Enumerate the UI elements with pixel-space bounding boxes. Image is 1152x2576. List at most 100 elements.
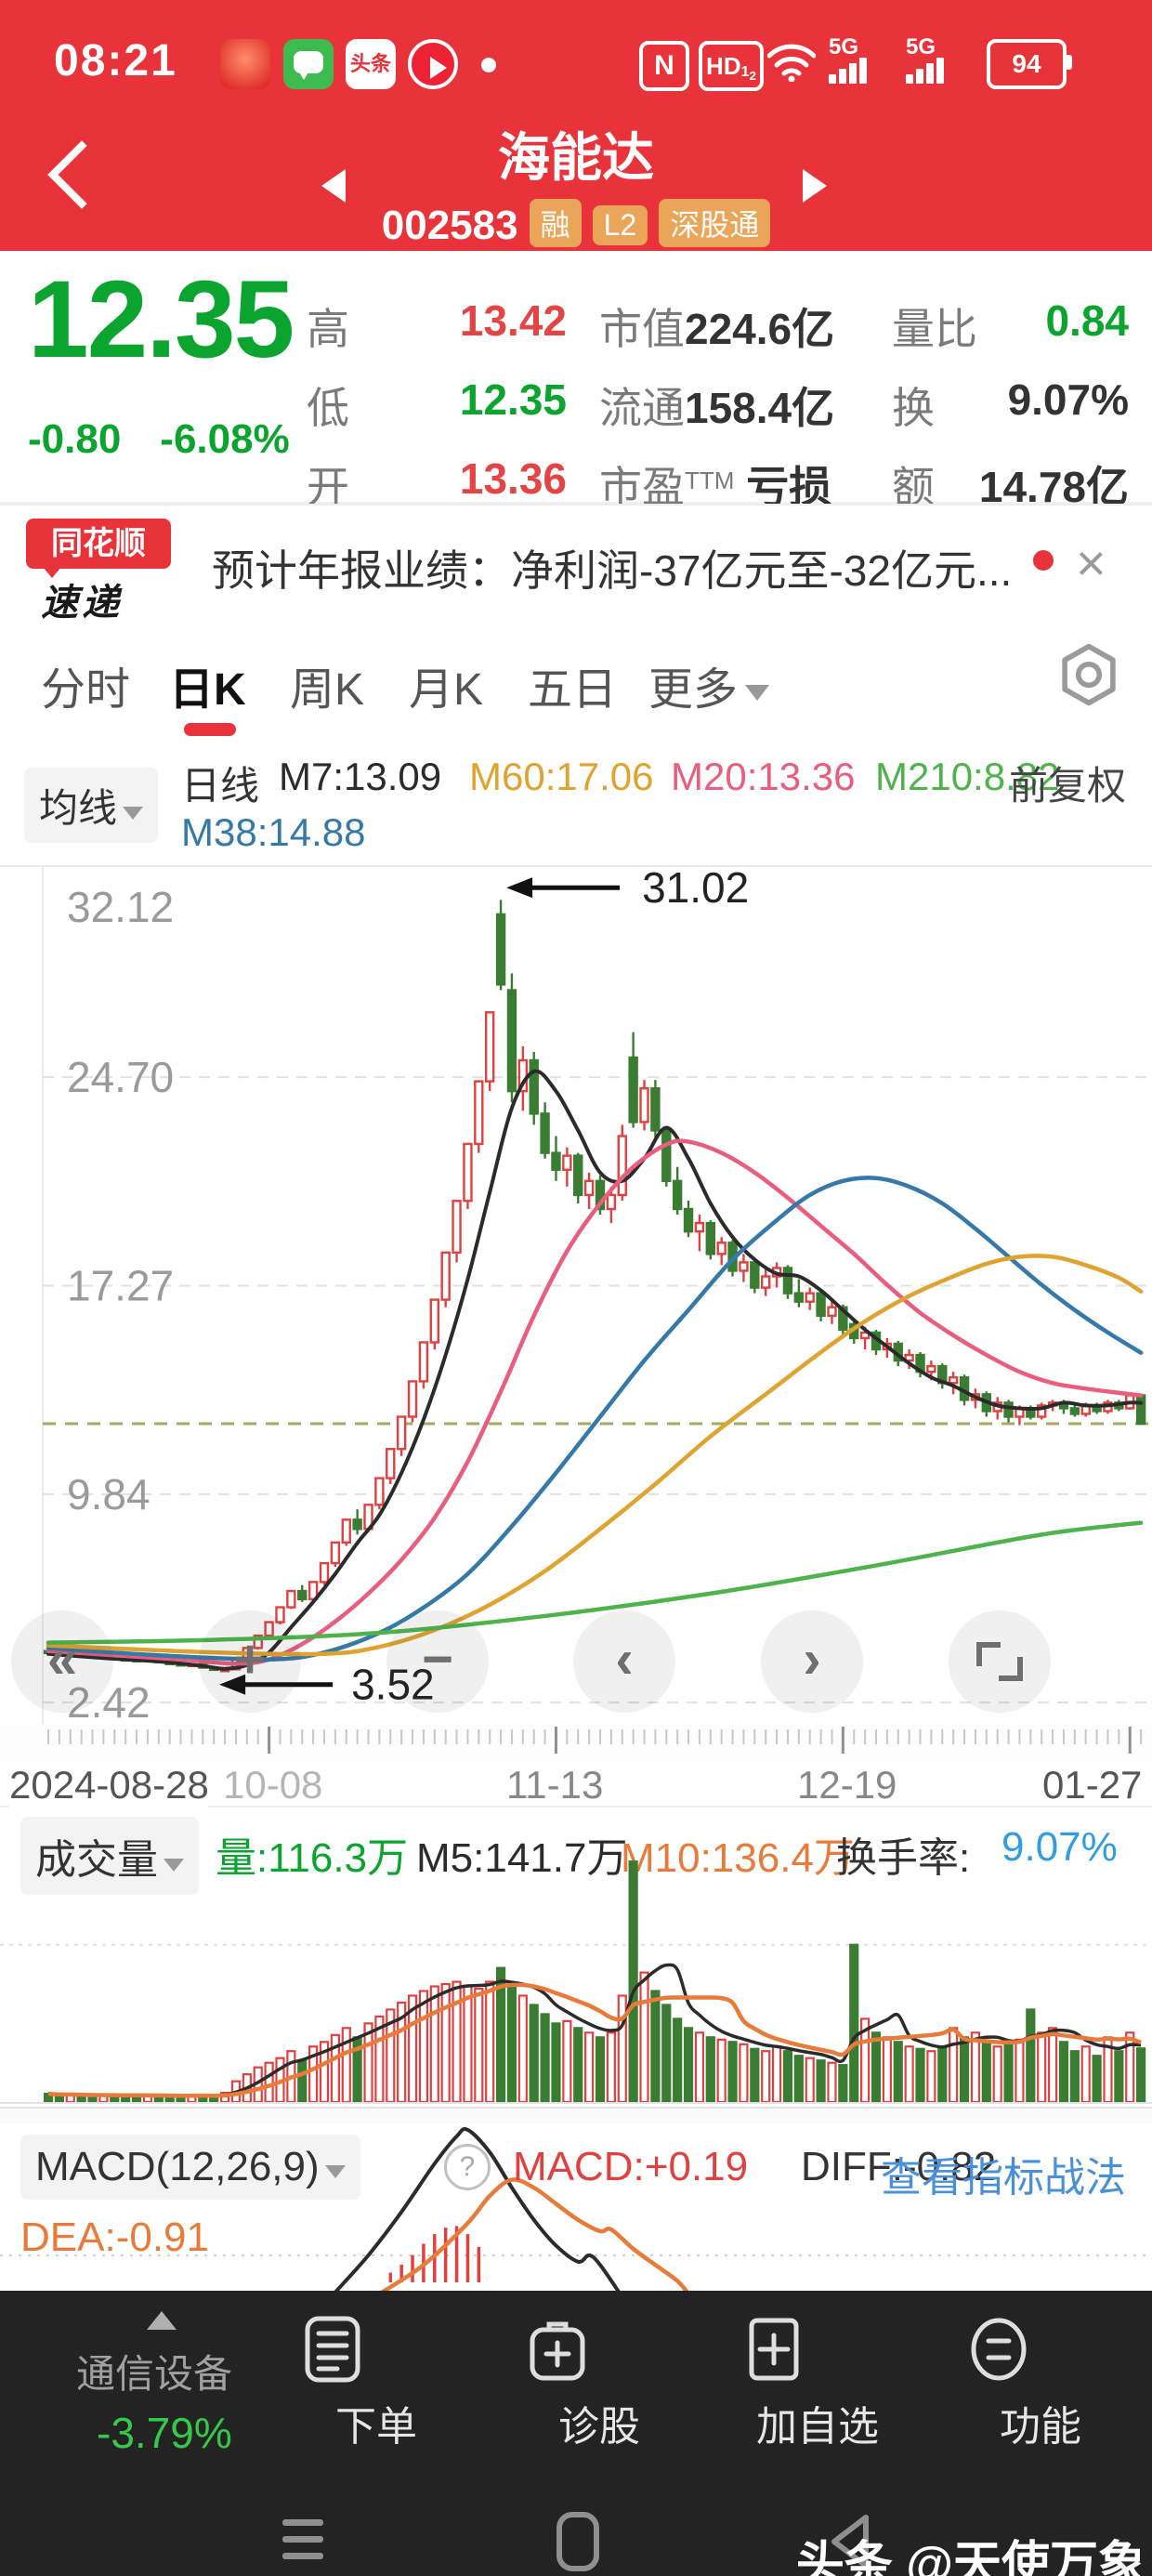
nfc-icon: N — [639, 41, 689, 91]
scroll-left-fast-button[interactable]: « — [11, 1610, 113, 1713]
svg-text:3.52: 3.52 — [351, 1661, 435, 1709]
macd-selector-chip[interactable]: MACD(12,26,9) — [20, 2135, 360, 2200]
x-label-2: 11-13 — [506, 1763, 604, 1807]
zoom-in-button[interactable]: + — [199, 1610, 301, 1713]
volume-ratio: 0.84 — [1045, 296, 1129, 345]
ma-period: 日线 — [181, 764, 260, 808]
ths-logo: 同花顺 — [26, 519, 171, 578]
sector-change: -3.79% — [97, 2409, 232, 2457]
x-label-3: 12-19 — [797, 1763, 897, 1807]
expand-up-icon — [147, 2311, 177, 2330]
high-value: 13.42 — [459, 296, 567, 345]
ma-legend-bar: 均线 日线 M7:13.09 M60:17.06 M20:13.36 M210:… — [0, 742, 1152, 864]
volume-svg — [0, 1860, 1152, 2104]
dea-value: DEA:-0.91 — [20, 2215, 209, 2260]
ma38-legend: M38:14.88 — [181, 810, 366, 854]
chat-app-icon — [283, 39, 334, 89]
pe-value: 亏损 — [746, 463, 832, 511]
ma7-legend: M7:13.09 — [279, 755, 442, 798]
video-app-icon — [408, 39, 458, 89]
news-headline[interactable]: 预计年报业绩：净利润-37亿元至-32亿元... — [212, 546, 1013, 595]
active-tab-indicator — [184, 723, 236, 736]
fullscreen-button[interactable] — [949, 1610, 1051, 1713]
adjust-mode[interactable]: 前复权 — [1008, 764, 1126, 808]
pan-left-button[interactable]: ‹ — [573, 1610, 675, 1713]
price-change: -0.80 -6.08% — [28, 416, 290, 462]
battery-icon: 94 — [987, 39, 1072, 89]
tab-more[interactable]: 更多 — [648, 652, 770, 717]
last-price: 12.35 — [28, 258, 295, 381]
svg-text:24.70: 24.70 — [67, 1053, 174, 1101]
chevron-down-icon — [324, 2165, 346, 2178]
close-icon[interactable]: × — [1076, 533, 1106, 592]
macd-pane: MACD(12,26,9) ? MACD:+0.19 DIFF:-0.82 查看… — [0, 2123, 1152, 2291]
nav-place-order[interactable]: 下单 — [302, 2315, 451, 2452]
stock-name: 海能达 — [498, 128, 654, 187]
unread-dot — [1033, 550, 1054, 571]
svg-text:17.27: 17.27 — [67, 1261, 174, 1309]
float-cap: 158.4亿 — [685, 384, 835, 432]
x-label-end: 01-27 — [1042, 1763, 1143, 1807]
open-value: 13.36 — [459, 454, 567, 503]
tab-daily-k[interactable]: 日K — [169, 665, 246, 715]
ma60-legend: M60:17.06 — [469, 755, 654, 798]
svg-text:32.12: 32.12 — [67, 883, 174, 931]
indicator-strategy-link[interactable]: 查看指标战法 — [881, 2155, 1126, 2201]
tab-five-day[interactable]: 五日 — [528, 665, 618, 715]
chart-settings-icon[interactable] — [1055, 641, 1122, 708]
kline-chart[interactable]: 32.12 24.70 17.27 9.84 2.42 31.02 3.52 « + − ‹… — [0, 863, 1152, 1727]
chevron-down-icon — [164, 1859, 184, 1872]
nav-diagnose-stock[interactable]: 诊股 — [525, 2315, 674, 2452]
volume-value: 量:116.3万 — [216, 1835, 409, 1881]
tab-minute[interactable]: 分时 — [41, 665, 131, 715]
macd-value: MACD:+0.19 — [513, 2144, 749, 2189]
add-watchlist-icon — [749, 2318, 799, 2381]
zoom-out-button[interactable]: − — [386, 1610, 489, 1713]
volume-selector-chip[interactable]: 成交量 — [20, 1817, 199, 1895]
low-value: 12.35 — [459, 375, 567, 424]
amount-value: 14.78亿 — [978, 463, 1129, 511]
signal-5g-icon-2: 5G — [906, 36, 947, 84]
svg-text:9.84: 9.84 — [67, 1470, 151, 1518]
system-home-icon[interactable] — [554, 2512, 602, 2571]
stock-header: 海能达 002583 融 L2 深股通 — [0, 130, 1152, 249]
x-label-start: 2024-08-28 — [9, 1763, 209, 1807]
turnover-rate: 9.07% — [1007, 375, 1129, 424]
festival-app-icon — [220, 39, 270, 89]
turnover-value: 9.07% — [1001, 1824, 1118, 1870]
next-stock-icon[interactable] — [803, 169, 827, 203]
l2-badge: L2 — [592, 205, 648, 245]
nav-features[interactable]: 功能 — [966, 2315, 1115, 2452]
hd-voice-icon: HD12 — [699, 41, 764, 91]
sector-name: 通信设备 — [76, 2352, 233, 2396]
time-scrollbar[interactable] — [0, 1724, 1152, 1763]
system-back-icon[interactable] — [825, 2512, 877, 2571]
x-label-1: 10-08 — [223, 1763, 323, 1807]
prev-stock-icon[interactable] — [321, 169, 346, 203]
news-banner[interactable]: 同花顺 速递 预计年报业绩：净利润-37亿元至-32亿元... × — [0, 504, 1152, 624]
status-bar: 08:21 头条 N HD12 5G 5G 94 — [0, 0, 1152, 121]
connect-badge: 深股通 — [659, 199, 771, 247]
wifi-icon — [767, 44, 816, 82]
chart-tabs: 分时 日K 周K 月K 五日 更多 — [0, 621, 1152, 743]
macd-svg — [0, 2126, 1152, 2291]
system-menu-icon[interactable] — [279, 2512, 327, 2568]
svg-text:2.42: 2.42 — [67, 1678, 151, 1727]
pan-right-button[interactable]: › — [761, 1610, 863, 1713]
tab-weekly-k[interactable]: 周K — [290, 665, 365, 715]
chevron-down-icon — [123, 807, 144, 820]
toutiao-app-icon: 头条 — [346, 39, 396, 89]
ths-logo-sub: 速递 — [41, 583, 123, 624]
tab-monthly-k[interactable]: 月K — [409, 665, 484, 715]
diff-value: DIFF:-0.82 — [801, 2144, 997, 2189]
nav-add-watchlist[interactable]: 加自选 — [743, 2315, 892, 2452]
ma-selector-chip[interactable]: 均线 — [24, 768, 159, 843]
quote-panel: 12.35 -0.80 -6.08% 高 13.42 低 12.35 开 13.3… — [0, 251, 1152, 511]
market-cap: 224.6亿 — [685, 305, 835, 353]
help-icon[interactable]: ? — [444, 2144, 491, 2190]
watermark: 头条 @天使万象 — [795, 2538, 1146, 2576]
svg-text:31.02: 31.02 — [642, 863, 749, 912]
clock: 08:21 — [54, 36, 177, 85]
volume-ma5: M5:141.7万 — [416, 1835, 628, 1881]
pane-divider — [0, 2107, 1152, 2127]
